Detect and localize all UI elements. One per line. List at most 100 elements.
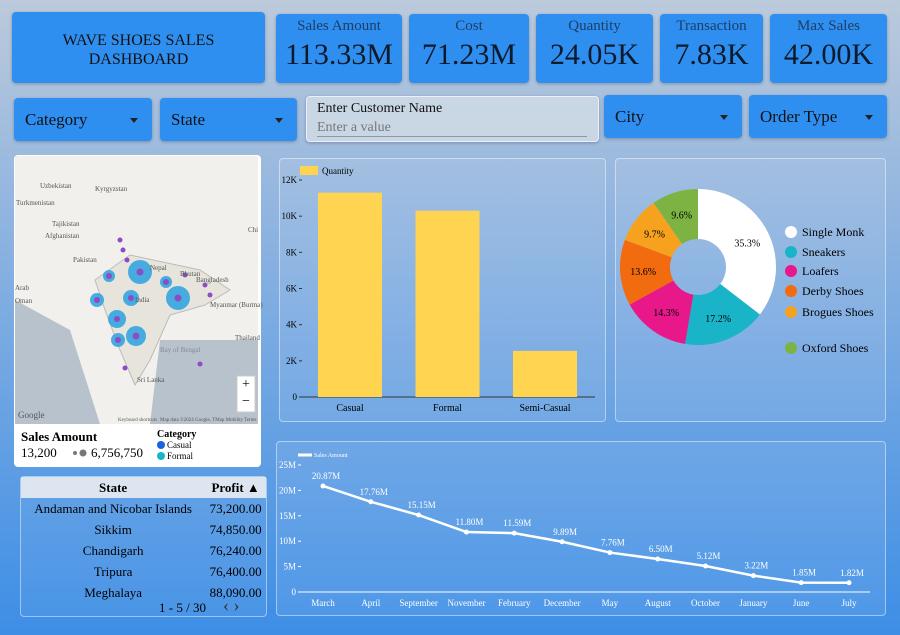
city-filter[interactable]: City [604,95,742,138]
kpi-label: Max Sales [797,18,860,34]
legend-swatch [785,226,797,238]
slice [624,202,683,258]
map-legend-bg [15,424,258,464]
cell: 74,850.00 [209,521,262,537]
slice [620,239,674,305]
x-tick-label: October [691,598,720,608]
map-label: Nepal [150,264,167,272]
point [559,539,565,545]
map-base: + − [15,156,258,424]
y-tick-label: 8K [286,247,298,257]
legend-title: Sales Amount [21,429,98,444]
x-tick-label: June [793,598,810,608]
kpi-value: 71.23M [421,38,517,71]
point [607,550,613,556]
map-label: Bhutan [180,270,201,278]
table: State Profit ▲ Andaman and Nicobar Island… [21,477,266,603]
cell: Sikkim [94,521,132,537]
map-label: Keyboard shortcuts [118,418,157,423]
legend-label: Oxford Shoes [802,341,869,355]
value-label: 7.76M [601,538,625,548]
y-tick-label: 20M [279,485,296,495]
point [511,530,517,536]
value-label: 9.89M [553,527,577,537]
y-tick-label: 15M [279,511,296,521]
order-type-filter[interactable]: Order Type [749,95,887,138]
x-tick-label: Semi-Casual [519,403,570,414]
value-label: 17.2% [705,314,731,325]
map-label: Arab [15,284,29,292]
table-panel: State Profit ▲ Andaman and Nicobar Island… [20,476,267,617]
legend-swatch [785,285,797,297]
legend-label: Quantity [322,166,354,176]
point [368,499,374,505]
point [463,529,469,535]
map-label: Google [18,410,45,420]
map-label: Turkmenistan [16,199,55,207]
value-label: 35.3% [734,239,760,250]
legend-swatch [157,452,165,460]
zoom-control[interactable] [236,375,256,413]
legend-label: Casual [167,440,192,450]
value-label: 14.3% [653,308,679,319]
sea [15,300,100,424]
slice [629,280,694,344]
kpi-value: 42.00K [783,38,874,71]
slice [698,189,776,315]
y-tick-label: 6K [286,284,298,294]
point [655,556,661,562]
value-label: 9.6% [671,210,692,221]
legend-swatch [300,166,318,175]
legend-label: Sales Amount [314,453,348,459]
state-filter[interactable]: State [160,98,297,141]
column-header[interactable]: State [99,479,128,495]
y-tick-label: 4K [286,320,298,330]
map-label: Thailand [235,334,260,342]
x-tick-label: January [739,598,767,608]
point [798,580,804,586]
category-filter[interactable]: Category [14,98,152,141]
x-tick-label: July [841,598,857,608]
y-tick-label: 0 [292,587,297,597]
map-label: Tajikistan [52,220,80,228]
y-tick-label: 0 [293,392,298,402]
value-label: 1.85M [792,568,816,578]
legend-swatch [785,306,797,318]
slice [653,189,698,244]
column-header[interactable]: Profit ▲ [211,479,260,495]
cell: 76,240.00 [209,542,262,558]
point [703,563,709,569]
x-tick-label: November [447,598,485,608]
map-label: Map data ©2024 Google, TMap Mobility [160,417,244,423]
map-label: Uzbekistan [40,182,72,190]
point [320,483,326,489]
sea [150,340,258,424]
map-label: Terms [244,418,256,423]
map-label: Sri Lanka [137,376,165,384]
title: WAVE SHOES SALES DASHBOARD [62,32,215,68]
legend-min: 13,200 [21,445,57,460]
value-label: 17.76M [360,487,388,497]
legend-swatch [157,441,165,449]
value-label: 20.87M [312,471,340,481]
x-tick-label: Casual [336,403,363,414]
bar [513,350,577,397]
y-tick-label: 12K [282,175,298,185]
page-buttons[interactable]: ‹ › [223,595,240,615]
bar [415,210,480,397]
kpi-value: 7.83K [674,38,749,71]
kpi-label: Quantity [568,18,621,34]
legend-label: Single Monk [802,225,864,239]
map-label: Bangladesh [196,276,229,284]
kpi: Cost 71.23M [409,14,529,83]
input-label: Enter Customer Name [317,101,443,116]
zoom-out[interactable]: − [242,394,250,409]
customer-input[interactable]: Enter Customer Name Enter a value [306,96,599,142]
zoom-in[interactable]: + [242,377,250,392]
legend-max: 6,756,750 [91,445,143,460]
legend-label: Derby Shoes [802,284,864,298]
y-tick-label: 25M [279,460,296,470]
